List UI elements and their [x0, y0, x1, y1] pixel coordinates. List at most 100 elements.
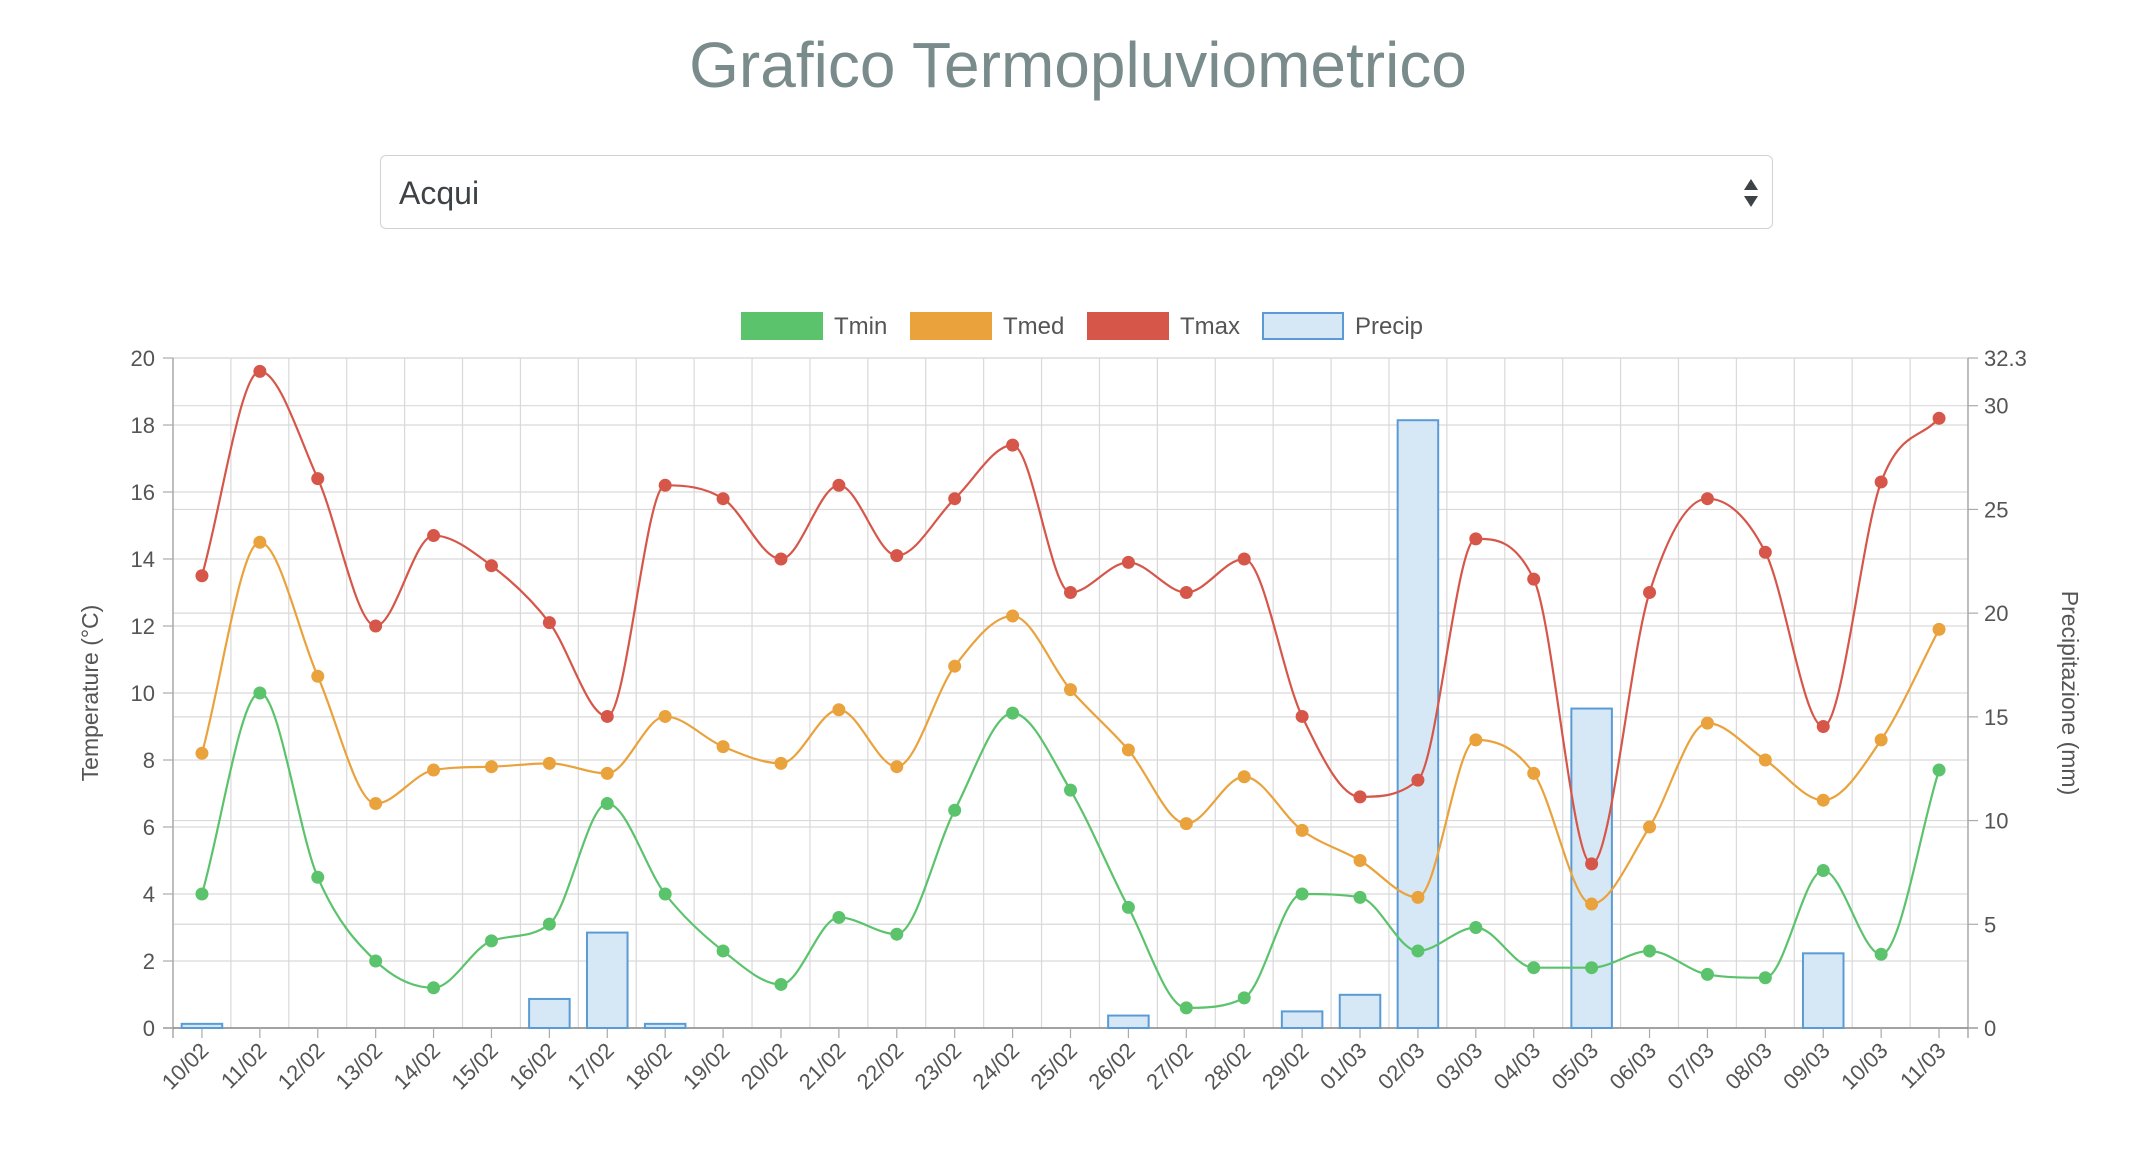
- precip-bar: [528, 997, 571, 1030]
- legend-label-tmed: Tmed: [1003, 313, 1064, 340]
- y2-axis-title: Precipitazione (mm): [2057, 591, 2083, 796]
- tmin-point: [542, 917, 556, 931]
- tmed-point: [1932, 622, 1946, 636]
- tmin-point: [1932, 763, 1946, 777]
- y-tick-label: 12: [131, 614, 155, 639]
- tmax-line: [200, 370, 1940, 865]
- legend: Tmin Tmed Tmax Precip: [741, 312, 1423, 340]
- tmax-point: [1064, 586, 1077, 599]
- tmed-point: [1295, 823, 1309, 837]
- y2-tick-label: 32.3: [1984, 346, 2027, 371]
- x-tick-label: 14/02: [388, 1038, 445, 1095]
- tmed-point: [1469, 733, 1483, 747]
- tmed-point: [774, 756, 788, 770]
- y2-tick-label: 30: [1984, 394, 2008, 419]
- tmin-point: [774, 977, 788, 991]
- x-tick-label: 05/03: [1547, 1038, 1604, 1095]
- x-tick-label: 25/02: [1025, 1038, 1082, 1095]
- tmed-point: [253, 535, 267, 549]
- x-tick-label: 01/03: [1315, 1038, 1372, 1095]
- tmed-point: [1816, 793, 1830, 807]
- precip-bar: [1280, 1010, 1324, 1030]
- x-tick-label: 09/03: [1778, 1038, 1835, 1095]
- x-tick-label: 19/02: [678, 1038, 735, 1095]
- tmed-point: [1874, 733, 1888, 747]
- tmed-point: [311, 669, 325, 683]
- tmin-point: [195, 887, 209, 901]
- x-tick-label: 23/02: [910, 1038, 967, 1095]
- tmed-point: [369, 797, 383, 811]
- x-tick-label: 03/03: [1431, 1038, 1488, 1095]
- tmax-point: [427, 529, 441, 543]
- tmax-point: [1816, 720, 1830, 733]
- tmax-point: [1700, 492, 1714, 506]
- y2-tick-label: 10: [1984, 809, 2008, 834]
- x-tick-label: 12/02: [273, 1038, 330, 1095]
- y-tick-label: 0: [143, 1016, 155, 1041]
- page-title: Grafico Termopluviometrico: [689, 29, 1467, 101]
- precip-bar: [643, 1022, 687, 1029]
- tmin-point: [1353, 890, 1367, 904]
- x-tick-label: 06/03: [1604, 1038, 1661, 1095]
- tmed-point: [1237, 770, 1251, 784]
- tmax-series: [195, 364, 1946, 871]
- x-tick-label: 22/02: [852, 1038, 909, 1095]
- y2-tick-label: 5: [1984, 912, 1996, 937]
- tmed-point: [1121, 743, 1135, 757]
- legend-label-tmin: Tmin: [834, 313, 887, 340]
- y-tick-label: 18: [131, 413, 155, 438]
- tmax-point: [1179, 586, 1193, 599]
- legend-label-precip: Precip: [1355, 313, 1423, 340]
- x-tick-label: 13/02: [331, 1038, 388, 1095]
- tmin-point: [832, 910, 846, 924]
- y-tick-label: 4: [143, 882, 155, 907]
- tmed-point: [832, 703, 846, 717]
- tmax-point: [600, 709, 614, 723]
- tmax-point: [1237, 552, 1251, 566]
- tmin-point: [1179, 1001, 1193, 1015]
- y2-tick-label: 0: [1984, 1016, 1996, 1041]
- tmin-point: [1758, 971, 1772, 985]
- tmax-point: [774, 552, 788, 566]
- tmax-point: [890, 549, 904, 563]
- y2-tick-label: 15: [1984, 705, 2008, 730]
- x-tick-label: 27/02: [1141, 1038, 1198, 1095]
- tmin-point: [1700, 967, 1714, 981]
- tmax-point: [542, 616, 556, 630]
- x-tick-label: 08/03: [1720, 1038, 1777, 1095]
- legend-swatch-tmed: [910, 312, 992, 340]
- y-tick-label: 14: [131, 547, 155, 572]
- tmin-point: [1006, 706, 1020, 720]
- y-tick-label: 20: [131, 346, 155, 371]
- tmin-point: [1585, 961, 1599, 975]
- tmin-point: [1469, 921, 1483, 934]
- tmin-point: [1237, 991, 1251, 1005]
- tmin-point: [1643, 944, 1657, 958]
- tmed-point: [542, 756, 556, 770]
- tmax-point: [1006, 438, 1020, 452]
- tmax-point: [1411, 773, 1425, 787]
- x-tick-label: 10/02: [157, 1038, 214, 1095]
- tmax-point: [1585, 857, 1599, 871]
- tmin-point: [1411, 944, 1425, 958]
- tmed-point: [484, 760, 498, 774]
- sort-arrows-icon: [1744, 179, 1758, 207]
- tmed-point: [716, 740, 730, 754]
- tmax-point: [484, 559, 498, 573]
- x-tick-label: 17/02: [562, 1038, 619, 1095]
- tmin-point: [1527, 961, 1541, 975]
- tmed-point: [1411, 890, 1425, 904]
- tmin-point: [716, 944, 730, 958]
- x-tick-label: 11/03: [1895, 1038, 1950, 1093]
- tmin-point: [600, 797, 614, 811]
- precip-bars: [180, 419, 1845, 1030]
- legend-swatch-precip: [1262, 312, 1344, 340]
- legend-swatch-tmax: [1087, 312, 1169, 340]
- tmin-line: [200, 691, 1941, 1010]
- precip-bar: [1396, 419, 1440, 1029]
- tmed-point: [658, 709, 672, 723]
- y-tick-label: 10: [131, 681, 155, 706]
- tmin-point: [658, 887, 672, 901]
- station-select[interactable]: Acqui: [380, 155, 1773, 229]
